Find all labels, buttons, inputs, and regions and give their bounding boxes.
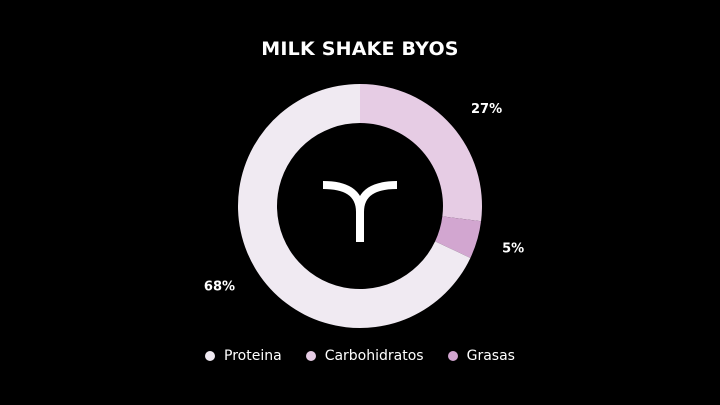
legend-dot-icon <box>447 351 458 361</box>
data-label-grasas: 5% <box>502 241 524 256</box>
slice-carbohidratos <box>360 84 482 222</box>
data-label-proteina: 68% <box>204 279 235 294</box>
data-label-carbohidratos: 27% <box>471 102 502 117</box>
slice-proteina <box>237 83 471 329</box>
legend-item-grasas: Grasas <box>447 348 515 364</box>
legend-label: Carbohidratos <box>324 348 424 364</box>
slice-grasas <box>435 216 482 258</box>
legend: Proteina Carbohidratos Grasas <box>0 348 720 364</box>
brand-logo-icon <box>322 181 398 242</box>
chart-title: MILK SHAKE BYOS <box>261 38 459 60</box>
legend-dot-icon <box>205 351 216 361</box>
legend-label: Proteina <box>224 348 282 364</box>
legend-item-proteina: Proteina <box>205 348 282 364</box>
legend-item-carbohidratos: Carbohidratos <box>305 348 424 364</box>
legend-label: Grasas <box>466 348 515 364</box>
legend-dot-icon <box>305 351 316 361</box>
